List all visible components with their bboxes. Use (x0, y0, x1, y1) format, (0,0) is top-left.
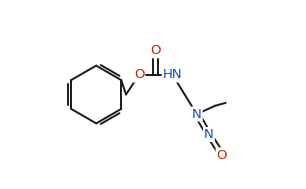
Text: O: O (217, 149, 227, 162)
Text: HN: HN (163, 68, 182, 81)
Text: N: N (192, 108, 202, 121)
Text: O: O (134, 68, 144, 81)
Text: N: N (204, 128, 214, 141)
Text: O: O (151, 44, 161, 57)
